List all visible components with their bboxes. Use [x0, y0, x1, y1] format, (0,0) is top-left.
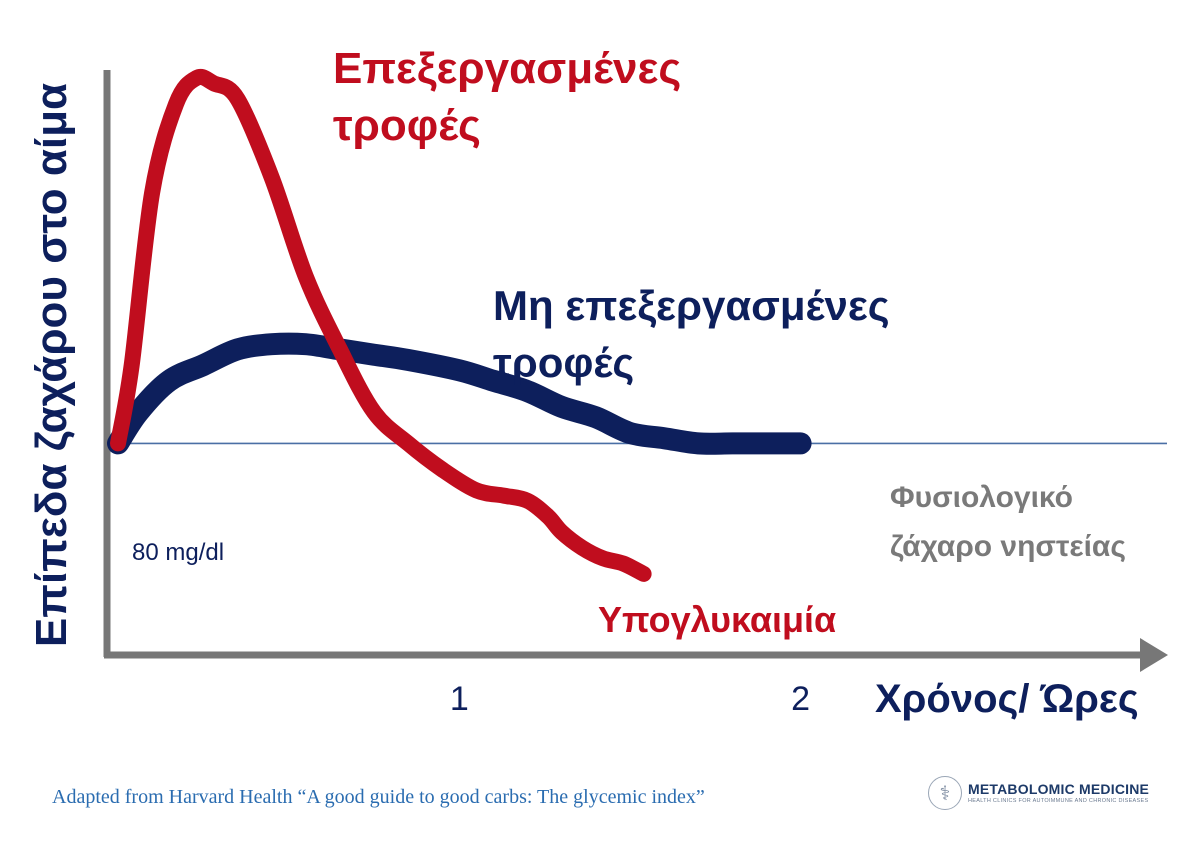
series-label-processed-line2: τροφές — [333, 101, 481, 150]
caduceus-icon: ⚕ — [928, 776, 962, 810]
series-line-unprocessed-foods — [107, 332, 812, 455]
reference-value-label: 80 mg/dl — [132, 539, 224, 566]
logo-tagline: HEALTH CLINICS FOR AUTOIMMUNE AND CHRONI… — [968, 797, 1149, 804]
x-tick-label-1: 1 — [450, 680, 469, 718]
x-axis-title: Χρόνος/ Ώρες — [875, 677, 1139, 721]
brand-logo: ⚕ METABOLOMIC MEDICINE HEALTH CLINICS FO… — [928, 772, 1158, 814]
series-label-unprocessed-line1: Μη επεξεργασμένες — [493, 282, 890, 329]
fasting-label-line2: ζάχαρο νηστείας — [890, 530, 1126, 563]
fasting-label-line1: Φυσιολογικό — [890, 481, 1073, 514]
series-line-processed-foods — [110, 68, 652, 582]
source-citation: Adapted from Harvard Health “A good guid… — [52, 786, 705, 808]
y-axis-title: Επίπεδα ζαχάρου στο αίμα — [27, 83, 76, 647]
hypoglycemia-label: Υπογλυκαιμία — [598, 599, 836, 640]
logo-name: METABOLOMIC MEDICINE — [968, 780, 1150, 797]
x-tick-label-2: 2 — [791, 680, 810, 718]
series-label-processed-line1: Επεξεργασμένες — [333, 44, 681, 93]
series-label-unprocessed-line2: τροφές — [493, 339, 634, 386]
x-axis-arrow-icon — [1140, 638, 1168, 672]
